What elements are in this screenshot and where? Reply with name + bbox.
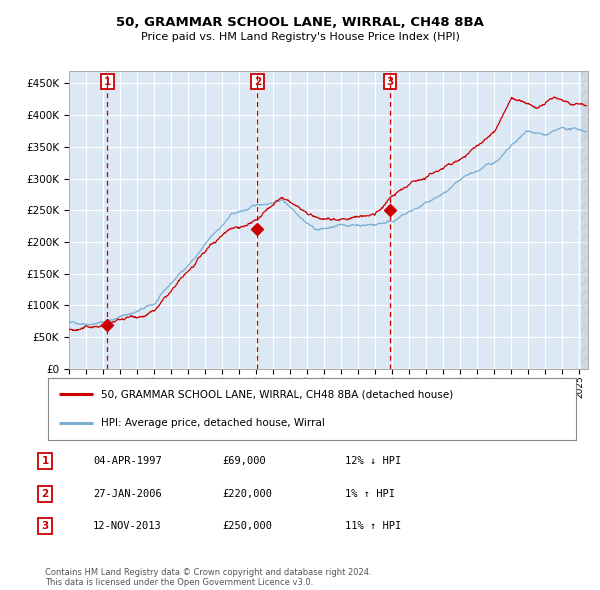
Text: 12-NOV-2013: 12-NOV-2013 (93, 522, 162, 531)
Text: 1: 1 (41, 457, 49, 466)
Text: HPI: Average price, detached house, Wirral: HPI: Average price, detached house, Wirr… (101, 418, 325, 428)
Text: 04-APR-1997: 04-APR-1997 (93, 457, 162, 466)
Text: 3: 3 (386, 77, 394, 87)
Text: 50, GRAMMAR SCHOOL LANE, WIRRAL, CH48 8BA: 50, GRAMMAR SCHOOL LANE, WIRRAL, CH48 8B… (116, 16, 484, 29)
Text: Contains HM Land Registry data © Crown copyright and database right 2024.
This d: Contains HM Land Registry data © Crown c… (45, 568, 371, 587)
Text: 11% ↑ HPI: 11% ↑ HPI (345, 522, 401, 531)
Text: £69,000: £69,000 (222, 457, 266, 466)
Text: 50, GRAMMAR SCHOOL LANE, WIRRAL, CH48 8BA (detached house): 50, GRAMMAR SCHOOL LANE, WIRRAL, CH48 8B… (101, 389, 453, 399)
Text: 2: 2 (41, 489, 49, 499)
Text: 1: 1 (104, 77, 111, 87)
Bar (581, 71, 588, 369)
Text: 2: 2 (254, 77, 261, 87)
Text: £250,000: £250,000 (222, 522, 272, 531)
Text: 3: 3 (41, 522, 49, 531)
Text: 27-JAN-2006: 27-JAN-2006 (93, 489, 162, 499)
Text: £220,000: £220,000 (222, 489, 272, 499)
Text: 12% ↓ HPI: 12% ↓ HPI (345, 457, 401, 466)
Text: 1% ↑ HPI: 1% ↑ HPI (345, 489, 395, 499)
Text: Price paid vs. HM Land Registry's House Price Index (HPI): Price paid vs. HM Land Registry's House … (140, 32, 460, 41)
